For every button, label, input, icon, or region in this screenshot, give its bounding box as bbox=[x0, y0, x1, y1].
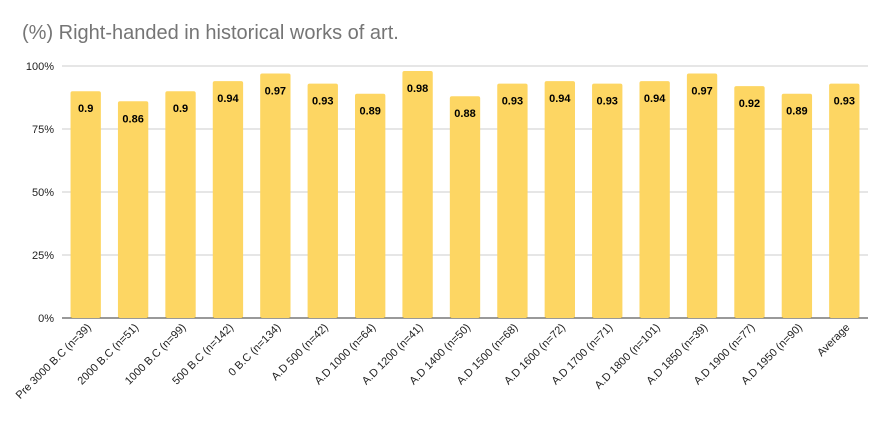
x-axis-tick-labels: Pre 3000 B.C (n=39)2000 B.C (n=51)1000 B… bbox=[14, 322, 853, 402]
data-label: 0.97 bbox=[691, 86, 712, 98]
x-tick-label: Pre 3000 B.C (n=39) bbox=[14, 322, 94, 402]
bar-11 bbox=[592, 83, 623, 318]
data-label: 0.98 bbox=[407, 83, 428, 95]
data-label: 0.93 bbox=[834, 96, 855, 108]
data-label: 0.92 bbox=[739, 98, 760, 110]
bar-2 bbox=[165, 91, 196, 318]
y-tick-label: 25% bbox=[32, 250, 54, 262]
data-label: 0.94 bbox=[644, 93, 666, 105]
data-label: 0.94 bbox=[549, 93, 571, 105]
data-labels: 0.9 0.86 0.9 0.94 0.97 0.93 0.89 0.98 0.88 0.93 0.… bbox=[78, 83, 855, 125]
bar-12 bbox=[639, 81, 670, 319]
data-label: 0.94 bbox=[217, 93, 239, 105]
y-axis-tick-labels: 0% 25% 50% 75% 100% bbox=[26, 61, 54, 325]
data-label: 0.93 bbox=[502, 96, 523, 108]
data-label: 0.86 bbox=[122, 113, 143, 125]
data-label: 0.97 bbox=[265, 86, 286, 98]
data-label: 0.93 bbox=[312, 96, 333, 108]
data-label: 0.89 bbox=[786, 106, 807, 118]
bar-7 bbox=[402, 71, 433, 318]
bar-1 bbox=[117, 101, 149, 318]
data-label: 0.89 bbox=[359, 106, 380, 118]
bar-6 bbox=[355, 93, 386, 318]
data-label: 0.93 bbox=[597, 96, 618, 108]
bar-8 bbox=[449, 96, 481, 319]
x-tick-label: Average bbox=[815, 322, 852, 359]
bar-9 bbox=[497, 83, 528, 318]
bar-16 bbox=[829, 83, 860, 318]
data-label: 0.88 bbox=[454, 108, 475, 120]
data-label: 0.9 bbox=[78, 103, 93, 115]
chart-title: (%) Right-handed in historical works of … bbox=[22, 22, 399, 44]
bar-10 bbox=[544, 81, 575, 319]
bar-13 bbox=[686, 73, 718, 318]
bar-0 bbox=[70, 91, 101, 318]
bar-5 bbox=[307, 83, 338, 318]
y-tick-label: 0% bbox=[38, 313, 54, 325]
data-label: 0.9 bbox=[173, 103, 188, 115]
bars bbox=[70, 71, 860, 319]
y-tick-label: 100% bbox=[26, 61, 54, 73]
y-tick-label: 50% bbox=[32, 187, 54, 199]
y-tick-label: 75% bbox=[32, 124, 54, 136]
bar-3 bbox=[212, 81, 244, 319]
bar-14 bbox=[734, 86, 765, 318]
bar-4 bbox=[260, 73, 291, 318]
bar-15 bbox=[781, 93, 813, 318]
